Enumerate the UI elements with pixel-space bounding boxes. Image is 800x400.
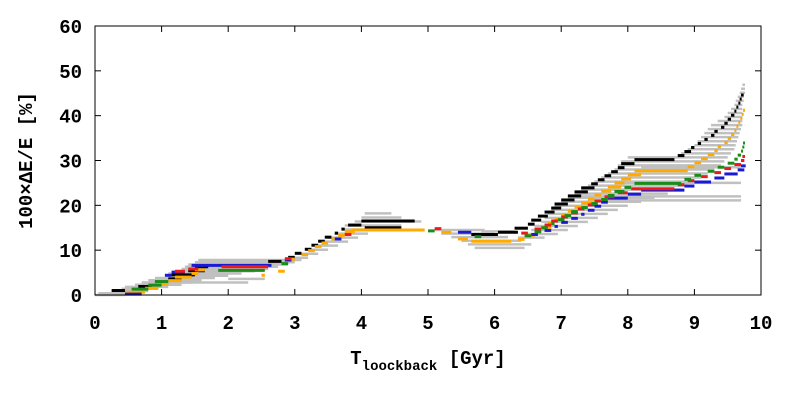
x-tick-label: 8 [622,313,633,335]
y-tick-label: 60 [59,17,82,39]
x-tick-label: 7 [555,313,566,335]
x-axis-label-subscript: loockback [362,359,438,375]
x-tick-label: 5 [422,313,433,335]
x-tick-label: 9 [689,313,700,335]
y-tick-label: 50 [59,62,82,84]
x-axis-label-space [437,348,448,370]
x-axis-label-unit: [Gyr] [449,348,506,370]
series-5 [131,141,746,291]
x-tick-label: 6 [489,313,500,335]
x-tick-label: 2 [222,313,233,335]
x-tick-label: 0 [89,313,100,335]
y-tick-label: 10 [59,241,82,263]
series-3 [124,164,746,296]
y-tick-label: 20 [59,196,82,218]
x-tick-label: 4 [356,313,367,335]
x-axis-title: Tloockback [Gyr] [350,348,505,375]
x-tick-label: 10 [750,313,773,335]
x-tick-label: 3 [289,313,300,335]
y-tick-label: 0 [71,286,82,308]
data-marks [95,83,746,297]
x-axis-label: T [350,348,361,370]
x-tick-label: 1 [156,313,167,335]
y-axis-title: 100×ΔE/E [%] [16,92,38,229]
y-tick-label: 30 [59,152,82,174]
x-axis: 0 1 2 3 4 5 6 7 8 9 10 [89,26,772,335]
y-tick-label: 40 [59,107,82,129]
y-axis: 0 10 20 30 40 50 60 [59,17,761,308]
